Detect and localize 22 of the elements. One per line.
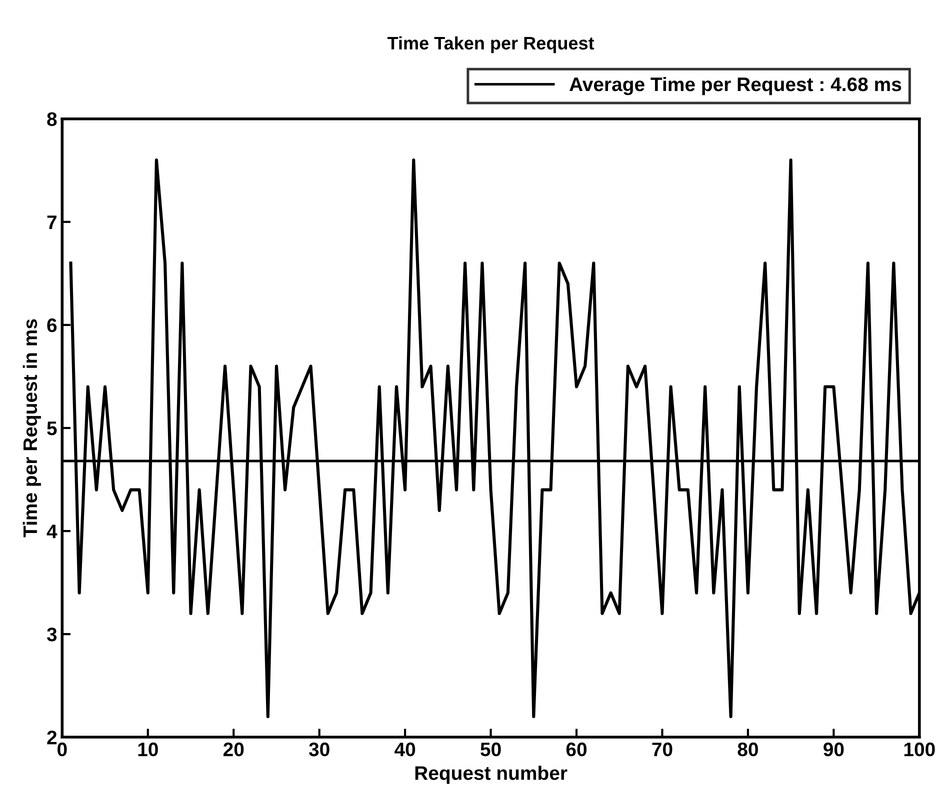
x-tick-label: 40 bbox=[394, 742, 416, 756]
y-tick-label: 6 bbox=[47, 318, 57, 332]
x-tick-label: 90 bbox=[824, 742, 844, 756]
x-tick-label: 80 bbox=[738, 742, 758, 756]
x-tick-label: 20 bbox=[223, 742, 244, 756]
x-tick-label: 60 bbox=[566, 742, 587, 756]
y-tick-label: 8 bbox=[47, 112, 57, 126]
x-tick-label: 10 bbox=[138, 742, 158, 756]
y-tick-label: 5 bbox=[47, 422, 57, 436]
x-axis-title: Request number bbox=[415, 766, 568, 784]
chart-title: Time Taken per Request bbox=[387, 36, 594, 54]
y-tick-label: 7 bbox=[47, 216, 56, 229]
y-tick-label: 2 bbox=[47, 730, 57, 744]
y-tick-label: 3 bbox=[46, 628, 57, 642]
x-tick-label: 30 bbox=[308, 742, 330, 756]
x-tick-label: 100 bbox=[904, 742, 935, 756]
x-tick-label: 70 bbox=[652, 742, 672, 756]
x-tick-label: 50 bbox=[480, 742, 501, 756]
x-tick-label: 0 bbox=[58, 742, 67, 756]
legend-label: Average Time per Request : 4.68 ms bbox=[570, 76, 902, 96]
y-tick-label: 4 bbox=[46, 524, 58, 538]
y-axis-title: Time per Request in ms bbox=[22, 319, 41, 538]
